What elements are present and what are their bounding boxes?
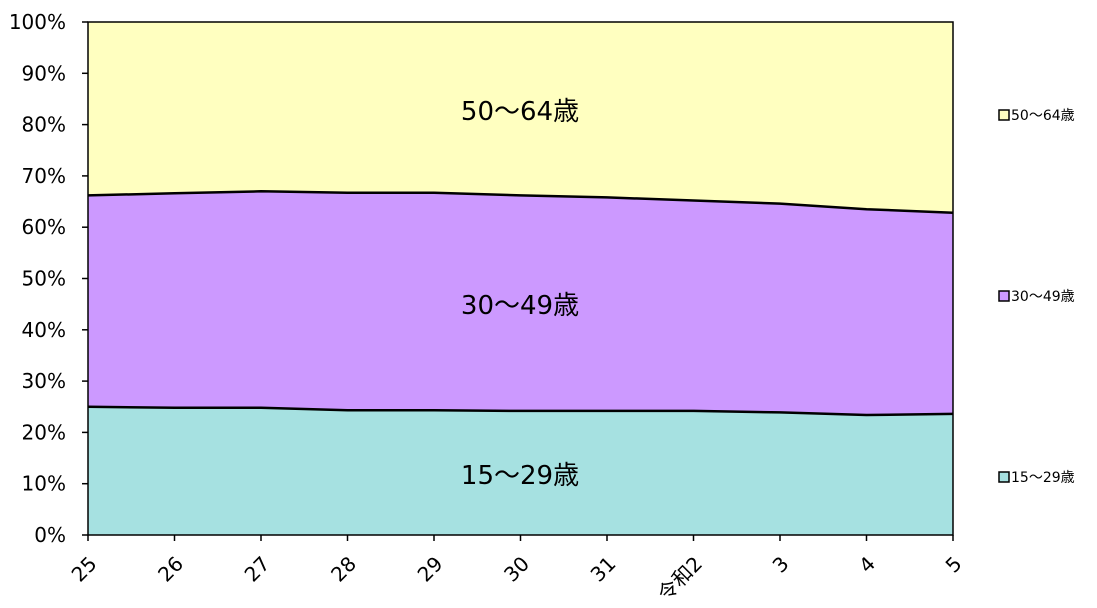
- x-tick-label: 5: [941, 552, 967, 578]
- y-tick-label: 60%: [22, 215, 66, 239]
- y-tick-label: 30%: [22, 369, 66, 393]
- legend-label: 30～49歳: [1011, 289, 1075, 305]
- y-tick-label: 100%: [9, 10, 66, 34]
- legend-swatch: [998, 290, 1010, 302]
- legend-label: 15～29歳: [1011, 470, 1075, 486]
- x-tick-label: 30: [499, 552, 534, 587]
- y-tick-label: 50%: [22, 267, 66, 291]
- legend-swatch: [998, 109, 1010, 121]
- x-tick-label: 3: [768, 552, 794, 578]
- x-tick-label: 26: [153, 552, 188, 587]
- band-label: 30～49歳: [461, 291, 579, 321]
- x-tick-label: 27: [240, 552, 275, 587]
- boundary-line-2: [87, 190, 954, 215]
- y-tick-label: 80%: [22, 113, 66, 137]
- band-label: 50～64歳: [461, 97, 579, 127]
- legend: 50～64歳 30～49歳 15～29歳: [998, 108, 1075, 486]
- y-axis: 0% 10% 20% 30% 40% 50% 60% 70% 80% 90% 100%: [9, 10, 88, 547]
- boundary-lines: [87, 190, 954, 417]
- x-axis: 25 26 27 28 29 30 31 令和2 3 4 5: [67, 535, 967, 606]
- x-tick-label: 25: [67, 552, 102, 587]
- x-tick-label: 令和2: [653, 552, 707, 606]
- x-tick-label: 31: [586, 552, 621, 587]
- x-tick-label: 28: [326, 552, 361, 587]
- area-layers: [88, 22, 953, 535]
- y-tick-label: 90%: [22, 61, 66, 85]
- y-tick-label: 20%: [22, 420, 66, 444]
- y-tick-label: 70%: [22, 164, 66, 188]
- area-series-2: [88, 191, 953, 415]
- area-series-3: [88, 22, 953, 213]
- boundary-line-1: [87, 405, 954, 417]
- x-tick-label: 29: [413, 552, 448, 587]
- legend-label: 50～64歳: [1011, 108, 1075, 124]
- y-tick-label: 10%: [22, 472, 66, 496]
- band-label: 15～29歳: [461, 461, 579, 491]
- area-series-1: [88, 406, 953, 535]
- legend-swatch: [998, 471, 1010, 483]
- y-tick-label: 0%: [34, 523, 66, 547]
- x-tick-label: 4: [854, 552, 880, 578]
- y-tick-label: 40%: [22, 318, 66, 342]
- band-labels: 15～29歳 30～49歳 50～64歳: [461, 97, 579, 491]
